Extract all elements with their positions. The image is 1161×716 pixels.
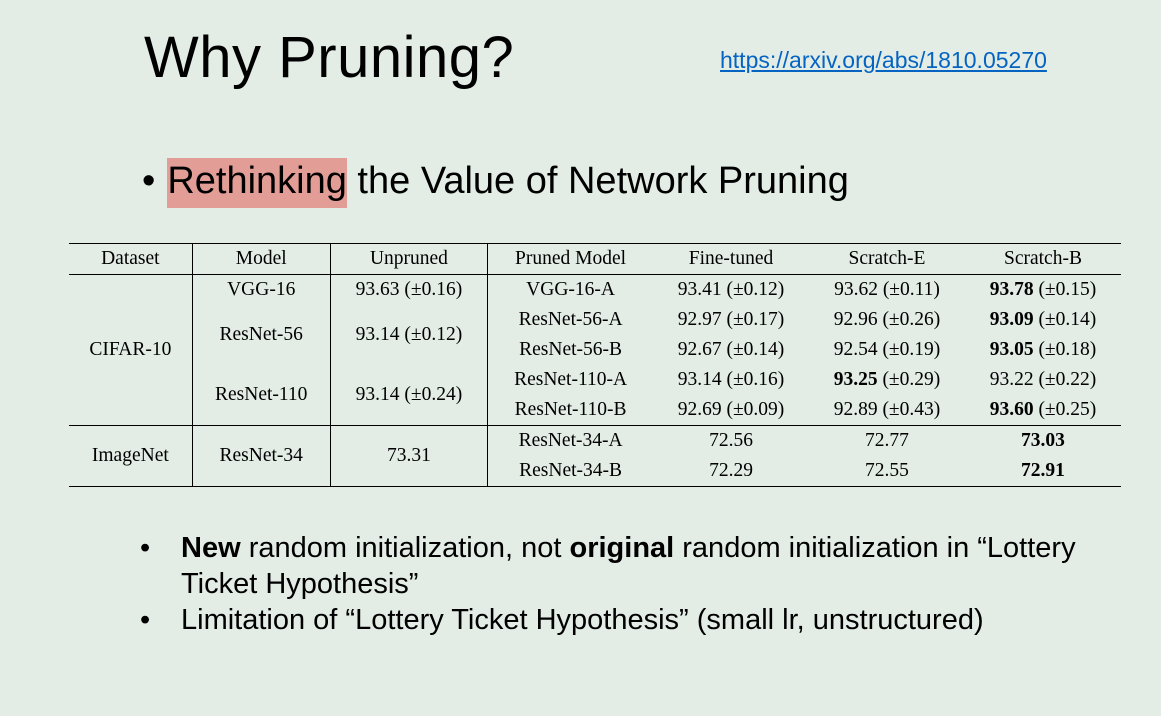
header-model: Model [192, 243, 331, 275]
bullet-dot: • [140, 604, 151, 636]
pruned-model-cell: ResNet-110-A [514, 369, 628, 390]
table-row: ImageNet ResNet-34 73.31 ResNet-34-A 72.… [69, 425, 1121, 487]
fine-tuned-cell: 93.14 (±0.16) [677, 369, 785, 390]
table-row: CIFAR-10 VGG-16 93.63 (±0.16) VGG-16-A 9… [69, 274, 1121, 426]
table-row: ResNet-110 93.14 (±0.24) ResNet-110-A 93… [69, 365, 1121, 426]
fine-tuned-cell: 92.69 (±0.09) [677, 399, 785, 420]
pruned-model-cell: ResNet-56-B [519, 339, 623, 360]
dataset-cell: ImageNet [69, 425, 193, 487]
unpruned-cell: 93.14 (±0.12) [330, 305, 489, 365]
results-table: Dataset Model Unpruned Pruned Model Fine… [69, 243, 1121, 487]
fine-tuned-cell: 72.56 [709, 430, 753, 451]
bullet-dot: • [142, 160, 156, 202]
table-row: ResNet-110-B 92.69 (±0.09) 92.89 (±0.43)… [69, 395, 1121, 426]
fine-tuned-cell: 93.41 (±0.12) [677, 279, 785, 300]
header-dataset: Dataset [69, 243, 193, 275]
scratch-b-cell: 72.91 [1021, 460, 1065, 481]
pruned-model-cell: VGG-16-A [526, 279, 615, 300]
unpruned-cell: 93.63 (±0.16) [330, 274, 489, 305]
arxiv-link[interactable]: https://arxiv.org/abs/1810.05270 [720, 47, 1047, 73]
header-unpruned: Unpruned [330, 243, 489, 275]
slide-title: Why Pruning? [144, 25, 515, 90]
main-bullet: • Rethinking the Value of Network Pruning [142, 158, 849, 208]
table-row: ResNet-56 93.14 (±0.12) ResNet-56-A 92.9… [69, 305, 1121, 365]
model-cell: ResNet-34 [192, 425, 331, 487]
fine-tuned-cell: 72.29 [709, 460, 753, 481]
scratch-b-cell: 93.78 (±0.15) [989, 279, 1097, 300]
table-row: ResNet-34-B 72.29 72.55 72.91 [69, 456, 1121, 487]
sub-bullet-item: • Limitation of “Lottery Ticket Hypothes… [140, 604, 984, 636]
scratch-b-cell: 93.09 (±0.14) [989, 309, 1097, 330]
bullet-dot: • [140, 532, 151, 564]
scratch-b-cell: 93.05 (±0.18) [989, 339, 1097, 360]
scratch-e-cell: 72.77 [865, 430, 909, 451]
sub-bullet-list: • New random initialization, not origina… [140, 530, 1100, 638]
header-scratch-e: Scratch-E [848, 248, 926, 269]
model-cell: ResNet-56 [192, 305, 331, 365]
header-scratch-b: Scratch-B [1003, 248, 1082, 269]
scratch-e-cell: 92.54 (±0.19) [833, 339, 941, 360]
scratch-b-cell: 73.03 [1021, 430, 1065, 451]
scratch-b-cell: 93.22 (±0.22) [989, 369, 1097, 390]
main-bullet-text: the Value of Network Pruning [346, 160, 849, 202]
pruned-model-cell: ResNet-34-B [519, 460, 623, 481]
dataset-cell: CIFAR-10 [69, 274, 193, 426]
table-row: ResNet-56-B 92.67 (±0.14) 92.54 (±0.19) … [69, 335, 1121, 365]
sub-bullet-item: • New random initialization, not origina… [140, 532, 1076, 600]
pruned-model-cell: ResNet-34-A [518, 430, 623, 451]
scratch-e-cell: 93.62 (±0.11) [834, 279, 940, 300]
scratch-e-cell: 72.55 [865, 460, 909, 481]
model-cell: ResNet-110 [192, 365, 331, 426]
model-cell: VGG-16 [192, 274, 331, 305]
fine-tuned-cell: 92.67 (±0.14) [677, 339, 785, 360]
pruned-model-cell: ResNet-56-A [518, 309, 623, 330]
header-pruned-model: Pruned Model [515, 248, 627, 269]
scratch-b-cell: 93.60 (±0.25) [989, 399, 1097, 420]
unpruned-cell: 93.14 (±0.24) [330, 365, 489, 426]
table-header-row: Dataset Model Unpruned Pruned Model Fine… [69, 243, 1121, 275]
header-fine-tuned: Fine-tuned [688, 248, 774, 269]
highlighted-word: Rethinking [167, 158, 347, 208]
unpruned-cell: 73.31 [330, 425, 489, 487]
scratch-e-cell: 93.25 (±0.29) [833, 369, 941, 390]
fine-tuned-cell: 92.97 (±0.17) [677, 309, 785, 330]
scratch-e-cell: 92.96 (±0.26) [833, 309, 941, 330]
pruned-model-cell: ResNet-110-B [514, 399, 627, 420]
scratch-e-cell: 92.89 (±0.43) [833, 399, 941, 420]
